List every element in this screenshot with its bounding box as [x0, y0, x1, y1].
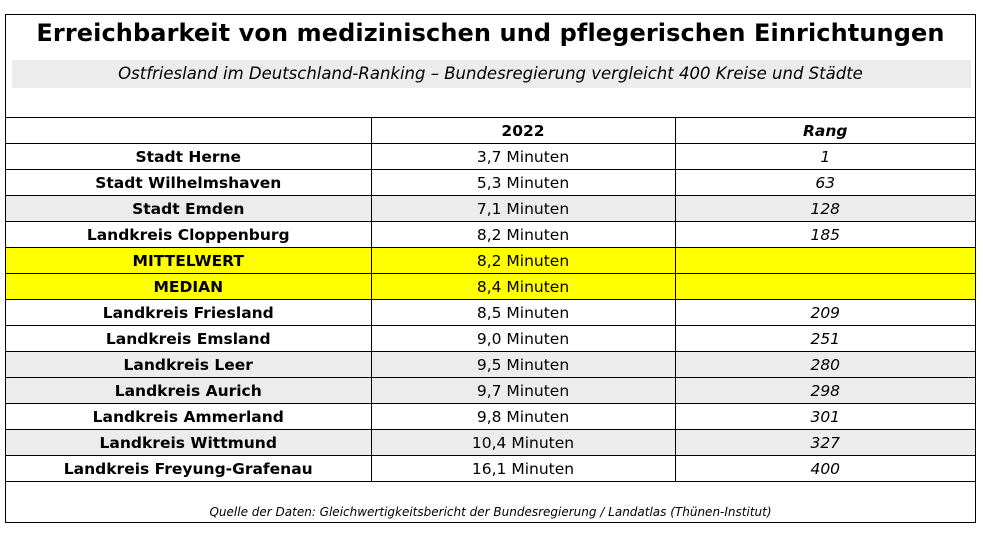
page-title: Erreichbarkeit von medizinischen und pfl… — [36, 19, 945, 47]
row-rank: 185 — [674, 221, 975, 248]
table-row: MEDIAN 8,4 Minuten — [6, 273, 975, 300]
row-time: 8,2 Minuten — [370, 221, 676, 248]
table-row: Stadt Herne 3,7 Minuten 1 — [6, 143, 975, 170]
row-time: 8,5 Minuten — [370, 299, 676, 326]
row-name: MITTELWERT — [6, 247, 372, 274]
table-row: Landkreis Leer 9,5 Minuten 280 — [6, 351, 975, 378]
row-name: MEDIAN — [6, 273, 372, 300]
row-rank: 251 — [674, 325, 975, 352]
source-note: Quelle der Daten: Gleichwertigkeitsberic… — [209, 505, 772, 519]
row-rank: 1 — [674, 143, 975, 170]
table-row: Landkreis Ammerland 9,8 Minuten 301 — [6, 403, 975, 430]
row-time: 5,3 Minuten — [370, 169, 676, 196]
row-name: Landkreis Wittmund — [6, 429, 372, 456]
header-year: 2022 — [370, 117, 676, 144]
table-frame: Erreichbarkeit von medizinischen und pfl… — [5, 14, 976, 523]
table-row: Landkreis Friesland 8,5 Minuten 209 — [6, 299, 975, 326]
table-row: Stadt Wilhelmshaven 5,3 Minuten 63 — [6, 169, 975, 196]
row-time: 7,1 Minuten — [370, 195, 676, 222]
row-time: 9,7 Minuten — [370, 377, 676, 404]
ranking-table: 2022 Rang Stadt Herne 3,7 Minuten 1 Stadt W… — [6, 117, 975, 482]
row-name: Landkreis Aurich — [6, 377, 372, 404]
header-name — [6, 117, 372, 144]
row-rank: 63 — [674, 169, 975, 196]
row-time: 3,7 Minuten — [370, 143, 676, 170]
table-row: Landkreis Freyung-Grafenau 16,1 Minuten 40… — [6, 455, 975, 482]
row-rank — [674, 247, 975, 274]
subtitle-band — [12, 60, 971, 88]
row-name: Landkreis Emsland — [6, 325, 372, 352]
row-name: Stadt Herne — [6, 143, 372, 170]
table-row: Landkreis Aurich 9,7 Minuten 298 — [6, 377, 975, 404]
row-rank: 301 — [674, 403, 975, 430]
row-rank: 400 — [674, 455, 975, 482]
table-row: Landkreis Wittmund 10,4 Minuten 327 — [6, 429, 975, 456]
row-name: Landkreis Freyung-Grafenau — [6, 455, 372, 482]
row-time: 8,2 Minuten — [370, 247, 676, 274]
row-rank: 280 — [674, 351, 975, 378]
row-name: Landkreis Friesland — [6, 299, 372, 326]
row-name: Stadt Wilhelmshaven — [6, 169, 372, 196]
table-row: Stadt Emden 7,1 Minuten 128 — [6, 195, 975, 222]
row-rank: 128 — [674, 195, 975, 222]
row-time: 9,8 Minuten — [370, 403, 676, 430]
row-time: 9,0 Minuten — [370, 325, 676, 352]
row-name: Stadt Emden — [6, 195, 372, 222]
row-time: 16,1 Minuten — [370, 455, 676, 482]
table-row: Landkreis Emsland 9,0 Minuten 251 — [6, 325, 975, 352]
row-name: Landkreis Ammerland — [6, 403, 372, 430]
page-subtitle: Ostfriesland im Deutschland-Ranking – Bu… — [118, 64, 863, 83]
row-time: 9,5 Minuten — [370, 351, 676, 378]
table-row: Landkreis Cloppenburg 8,2 Minuten 185 — [6, 221, 975, 248]
row-name: Landkreis Leer — [6, 351, 372, 378]
row-name: Landkreis Cloppenburg — [6, 221, 372, 248]
row-rank: 327 — [674, 429, 975, 456]
row-time: 10,4 Minuten — [370, 429, 676, 456]
table-row: MITTELWERT 8,2 Minuten — [6, 247, 975, 274]
row-rank — [674, 273, 975, 300]
row-rank: 298 — [674, 377, 975, 404]
row-rank: 209 — [674, 299, 975, 326]
row-time: 8,4 Minuten — [370, 273, 676, 300]
table-header-row: 2022 Rang — [6, 117, 975, 144]
header-rank: Rang — [674, 117, 975, 144]
